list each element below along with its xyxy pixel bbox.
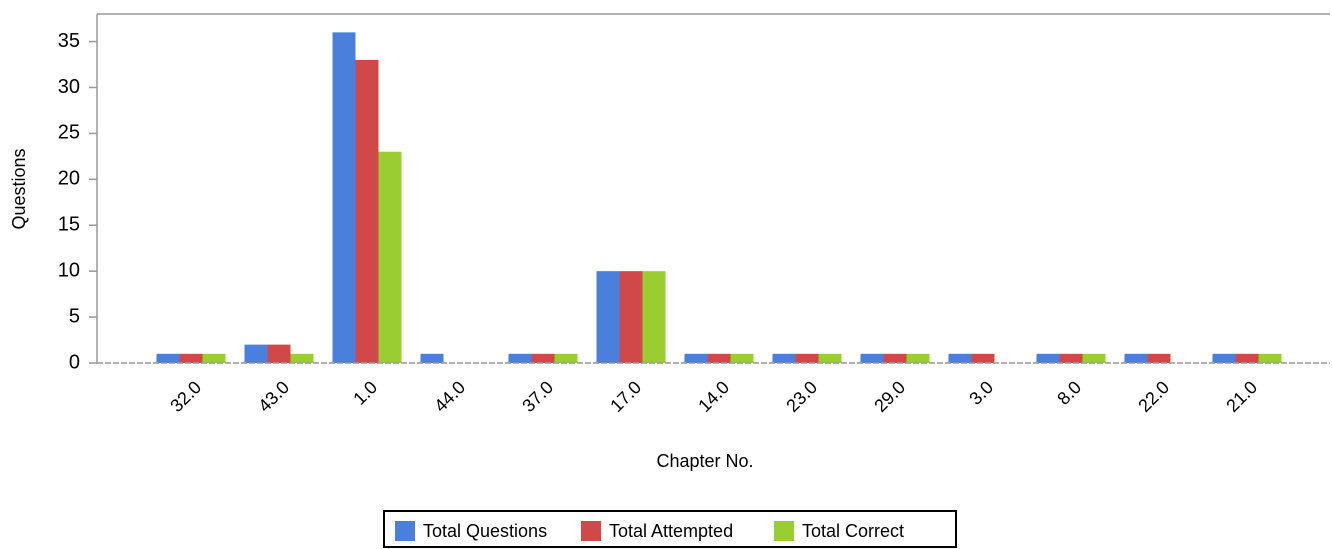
y-tick-label: 15 (58, 214, 80, 236)
bar (244, 344, 268, 363)
bar (1036, 353, 1060, 363)
x-tick-label: 14.0 (694, 377, 733, 416)
bar (290, 353, 314, 363)
legend-swatch (395, 521, 415, 541)
bar (906, 353, 930, 363)
y-tick-label: 5 (69, 305, 80, 327)
legend-label: Total Correct (802, 521, 904, 541)
bar (554, 353, 578, 363)
y-axis-title: Questions (9, 148, 29, 229)
x-tick-label: 37.0 (518, 377, 557, 416)
bar (883, 353, 907, 363)
x-tick-label: 32.0 (166, 377, 205, 416)
bar (1059, 353, 1083, 363)
bar (1258, 353, 1282, 363)
bar (420, 353, 444, 363)
x-tick-label: 23.0 (782, 377, 821, 416)
bar (1082, 353, 1106, 363)
x-tick-label: 43.0 (254, 377, 293, 416)
x-tick-label: 44.0 (430, 377, 469, 416)
x-tick-label: 22.0 (1134, 377, 1173, 416)
x-tick-label: 8.0 (1053, 377, 1085, 409)
x-tick-label: 1.0 (349, 377, 381, 409)
bar (619, 271, 643, 363)
bar (332, 32, 356, 364)
y-tick-label: 35 (58, 30, 80, 52)
legend-label: Total Questions (423, 521, 547, 541)
y-tick-label: 10 (58, 259, 80, 281)
bar (772, 353, 796, 363)
bar (707, 353, 731, 363)
bar (202, 353, 226, 363)
bar (156, 353, 180, 363)
legend-swatch (581, 521, 601, 541)
bar (730, 353, 754, 363)
y-tick-label: 25 (58, 122, 80, 144)
y-tick-label: 20 (58, 168, 80, 190)
bar (596, 271, 620, 363)
x-tick-label: 17.0 (606, 377, 645, 416)
bar (948, 353, 972, 363)
bar (378, 151, 402, 363)
bar (267, 344, 291, 363)
x-tick-label: 21.0 (1222, 377, 1261, 416)
x-tick-label: 29.0 (870, 377, 909, 416)
bar (1147, 353, 1171, 363)
legend-swatch (774, 521, 794, 541)
y-tick-label: 30 (58, 76, 80, 98)
y-tick-label: 0 (69, 351, 80, 373)
bar (684, 353, 708, 363)
bar (531, 353, 555, 363)
bar (642, 271, 666, 363)
bar (508, 353, 532, 363)
bar (971, 353, 995, 363)
bar (860, 353, 884, 363)
bar (1124, 353, 1148, 363)
x-axis-title: Chapter No. (656, 451, 753, 471)
bar (1235, 353, 1259, 363)
bar (355, 59, 379, 363)
bar (179, 353, 203, 363)
bar (795, 353, 819, 363)
legend-label: Total Attempted (609, 521, 733, 541)
legend-box (383, 510, 957, 548)
x-tick-label: 3.0 (965, 377, 997, 409)
bar (1212, 353, 1236, 363)
bar (818, 353, 842, 363)
